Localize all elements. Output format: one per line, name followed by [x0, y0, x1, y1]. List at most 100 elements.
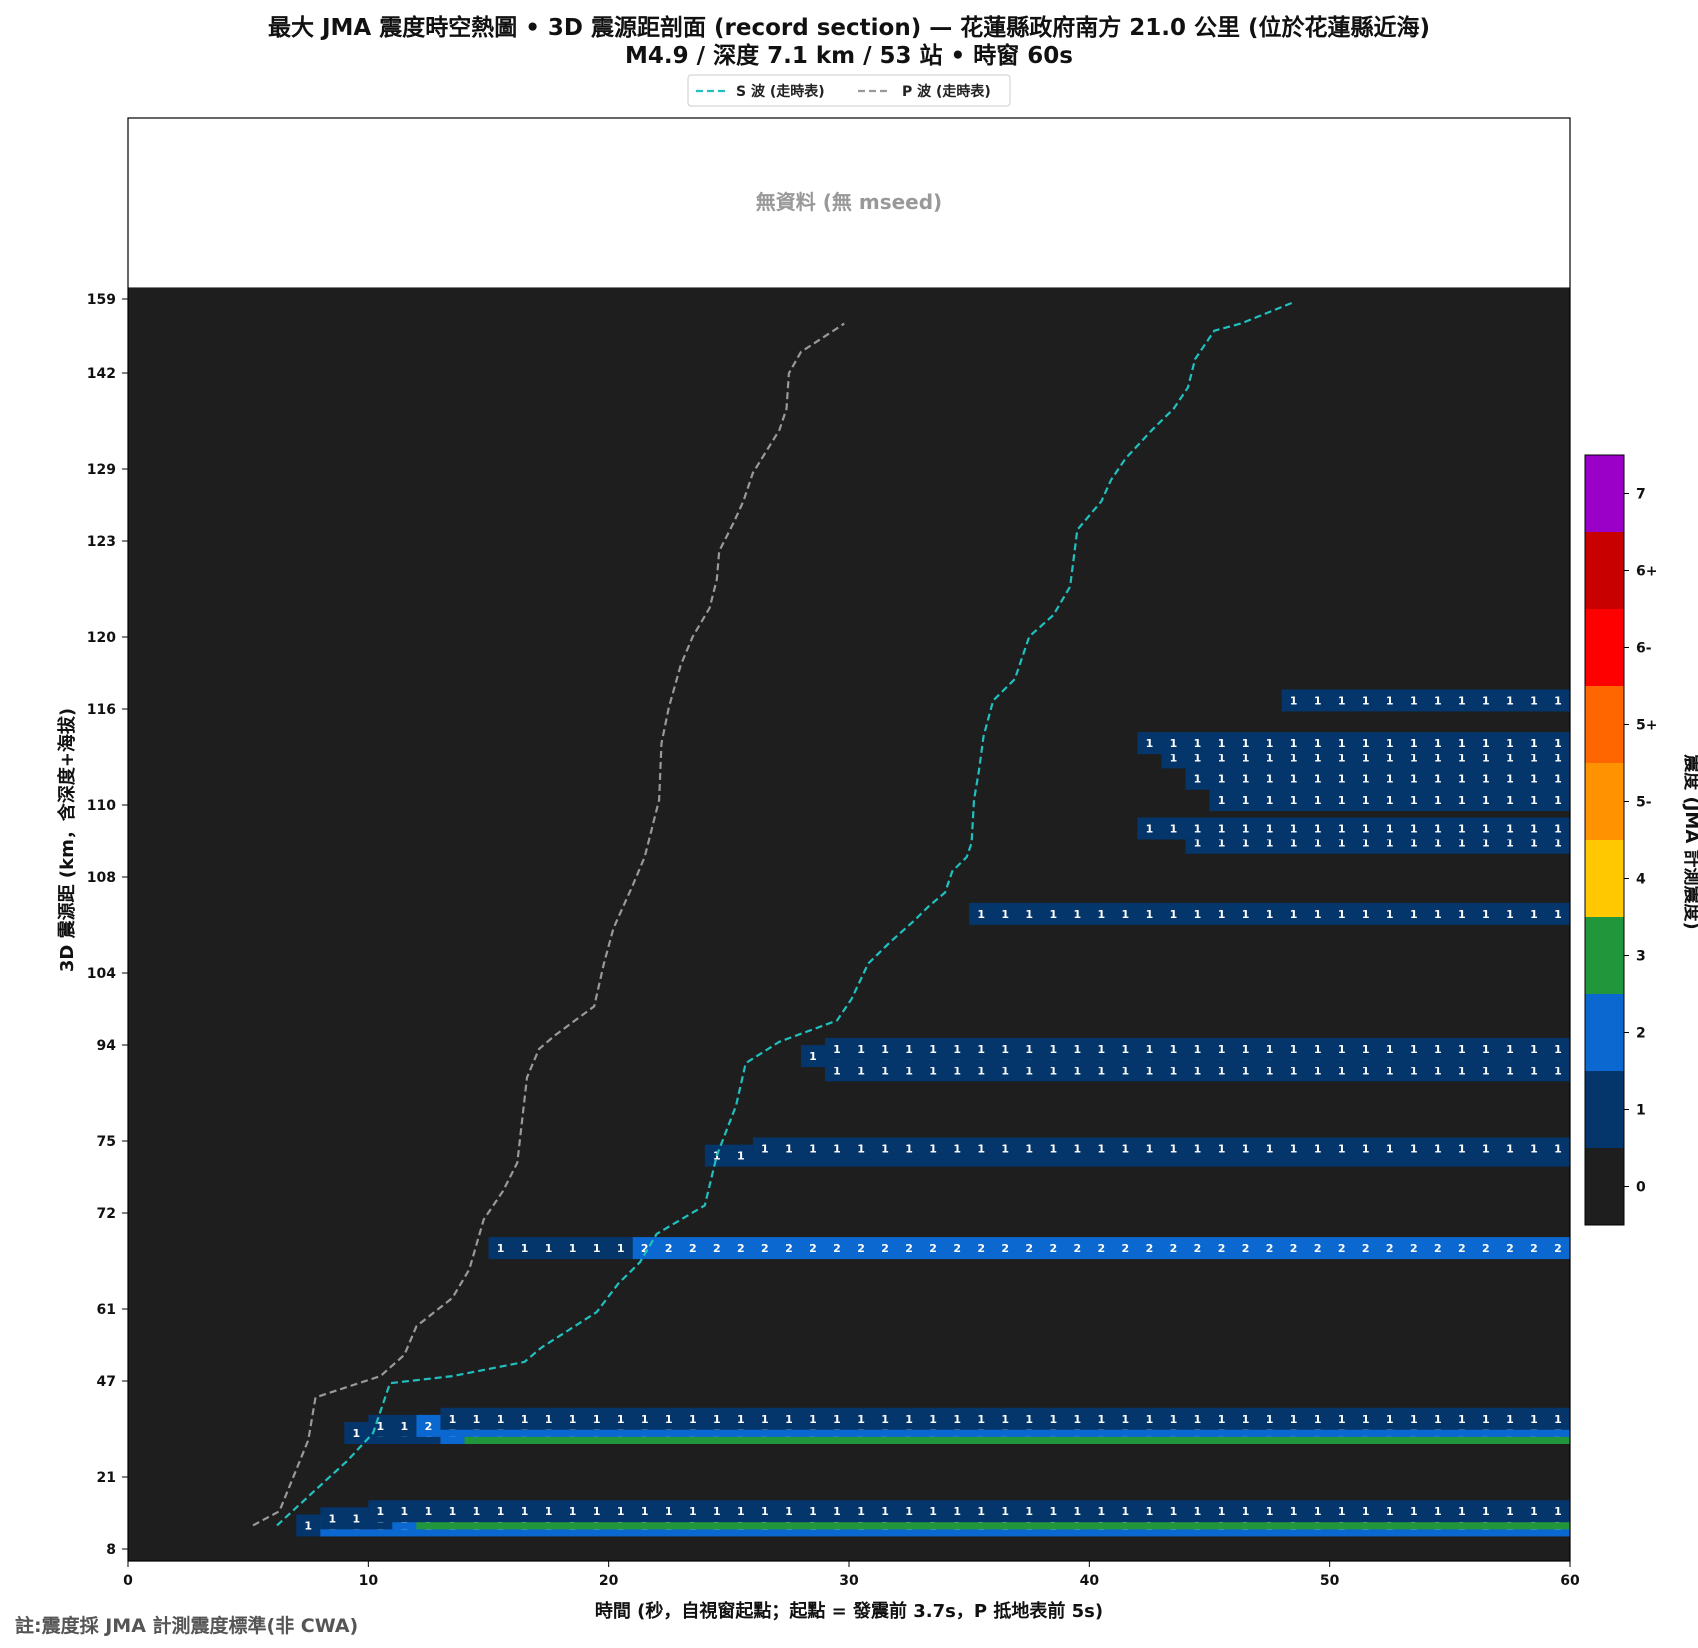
cell-label: 1	[1458, 694, 1466, 707]
cell-label: 1	[1410, 694, 1418, 707]
cell-label: 1	[1506, 1043, 1514, 1056]
cell-label: 1	[1098, 1043, 1106, 1056]
cell-label: 1	[1386, 837, 1394, 850]
cell-label: 1	[881, 1043, 889, 1056]
cell-label: 1	[1554, 837, 1562, 850]
cell-label: 1	[1362, 794, 1370, 807]
cell-label: 1	[1170, 1505, 1178, 1518]
cell-label: 2	[1098, 1242, 1106, 1255]
cell-label: 1	[785, 1505, 793, 1518]
cell-label: 1	[1194, 908, 1202, 921]
cell-label: 1	[1386, 1064, 1394, 1077]
cell-label: 2	[1025, 1242, 1033, 1255]
cell-label: 1	[1554, 751, 1562, 764]
cell-label: 1	[1362, 1413, 1370, 1426]
cell-label: 1	[1410, 1064, 1418, 1077]
cell-label: 1	[1506, 837, 1514, 850]
cell-label: 1	[737, 1150, 745, 1163]
cell-label: 1	[833, 1413, 841, 1426]
cell-label: 1	[1218, 1064, 1226, 1077]
cell-label: 1	[473, 1413, 481, 1426]
cell-label: 1	[1338, 908, 1346, 921]
cell-label: 1	[1482, 1043, 1490, 1056]
cell-label: 1	[857, 1043, 865, 1056]
cell-label: 1	[1554, 1505, 1562, 1518]
cell-label: 1	[1194, 1413, 1202, 1426]
colorbar-tick-label: 5+	[1636, 718, 1657, 734]
cell-label: 1	[785, 1413, 793, 1426]
cell-label: 1	[1049, 1413, 1057, 1426]
cell-label: 1	[737, 1505, 745, 1518]
cell-label: 1	[1338, 1413, 1346, 1426]
cell-label: 1	[1362, 908, 1370, 921]
cell-label: 1	[1458, 1064, 1466, 1077]
cell-label: 1	[1098, 908, 1106, 921]
cell-label: 1	[617, 1505, 625, 1518]
cell-label: 2	[689, 1242, 697, 1255]
x-axis-label: 時間 (秒，自視窗起點；起點 = 發震前 3.7s，P 抵地表前 5s)	[595, 1600, 1103, 1622]
cell-label: 1	[1218, 1143, 1226, 1156]
heatmap-row-segment	[440, 1407, 1570, 1430]
cell-label: 2	[809, 1242, 817, 1255]
cell-label: 1	[304, 1519, 312, 1532]
cell-label: 1	[569, 1413, 577, 1426]
cell-label: 2	[1362, 1242, 1370, 1255]
cell-label: 1	[1218, 1413, 1226, 1426]
cell-label: 1	[1338, 694, 1346, 707]
cell-label: 1	[689, 1505, 697, 1518]
cell-label: 1	[352, 1512, 360, 1525]
heatmap-row-segment	[632, 1237, 1570, 1260]
cell-label: 1	[1410, 751, 1418, 764]
heatmap-row-segment	[368, 1500, 1570, 1523]
heatmap-row-segment	[752, 1137, 1570, 1160]
y-tick-label: 123	[87, 534, 116, 550]
cell-label: 1	[1506, 773, 1514, 786]
no-data-panel	[127, 117, 1571, 289]
colorbar: 0 1 2 3 4 5- 5+ 6- 6+ 7	[1584, 454, 1657, 1226]
cell-label: 1	[1482, 908, 1490, 921]
cell-label: 1	[809, 1413, 817, 1426]
cell-label: 1	[1482, 1064, 1490, 1077]
heatmap-row-segment	[296, 1514, 321, 1537]
cell-label: 1	[352, 1427, 360, 1440]
cell-label: 1	[1362, 694, 1370, 707]
cell-label: 1	[1073, 908, 1081, 921]
cell-label: 2	[1458, 1242, 1466, 1255]
cell-label: 1	[1386, 1143, 1394, 1156]
cell-label: 1	[881, 1413, 889, 1426]
cell-label: 1	[1314, 694, 1322, 707]
chart-title: 最大 JMA 震度時空熱圖 • 3D 震源距剖面 (record section…	[268, 14, 1430, 41]
cell-label: 2	[1530, 1242, 1538, 1255]
cell-label: 1	[977, 908, 985, 921]
cell-label: 1	[1001, 908, 1009, 921]
cell-label: 1	[1458, 1505, 1466, 1518]
y-tick-label: 104	[87, 966, 116, 982]
cell-label: 1	[1290, 1043, 1298, 1056]
cell-label: 1	[1218, 737, 1226, 750]
cell-label: 1	[1314, 1505, 1322, 1518]
cell-label: 1	[1242, 1413, 1250, 1426]
cell-label: 1	[857, 1064, 865, 1077]
colorbar-segment	[1585, 917, 1624, 994]
cell-label: 1	[545, 1242, 553, 1255]
cell-label: 1	[1410, 908, 1418, 921]
heatmap-row-segment	[1137, 817, 1570, 840]
cell-label: 1	[1506, 1064, 1514, 1077]
legend: S 波 (走時表) P 波 (走時表)	[687, 74, 1011, 107]
cell-label: 1	[713, 1150, 721, 1163]
cell-label: 1	[1314, 1143, 1322, 1156]
cell-label: 1	[1314, 1413, 1322, 1426]
cell-label: 1	[1266, 751, 1274, 764]
cell-label: 1	[833, 1043, 841, 1056]
x-tick-label: 50	[1320, 1573, 1340, 1589]
cell-label: 1	[929, 1143, 937, 1156]
cell-label: 1	[1266, 794, 1274, 807]
cell-label: 1	[665, 1505, 673, 1518]
cell-label: 1	[1362, 737, 1370, 750]
cell-label: 2	[1170, 1242, 1178, 1255]
cell-label: 1	[1554, 737, 1562, 750]
y-tick-label: 75	[97, 1134, 116, 1150]
x-tick-label: 30	[839, 1573, 859, 1589]
cell-label: 1	[881, 1064, 889, 1077]
cell-label: 1	[1073, 1143, 1081, 1156]
